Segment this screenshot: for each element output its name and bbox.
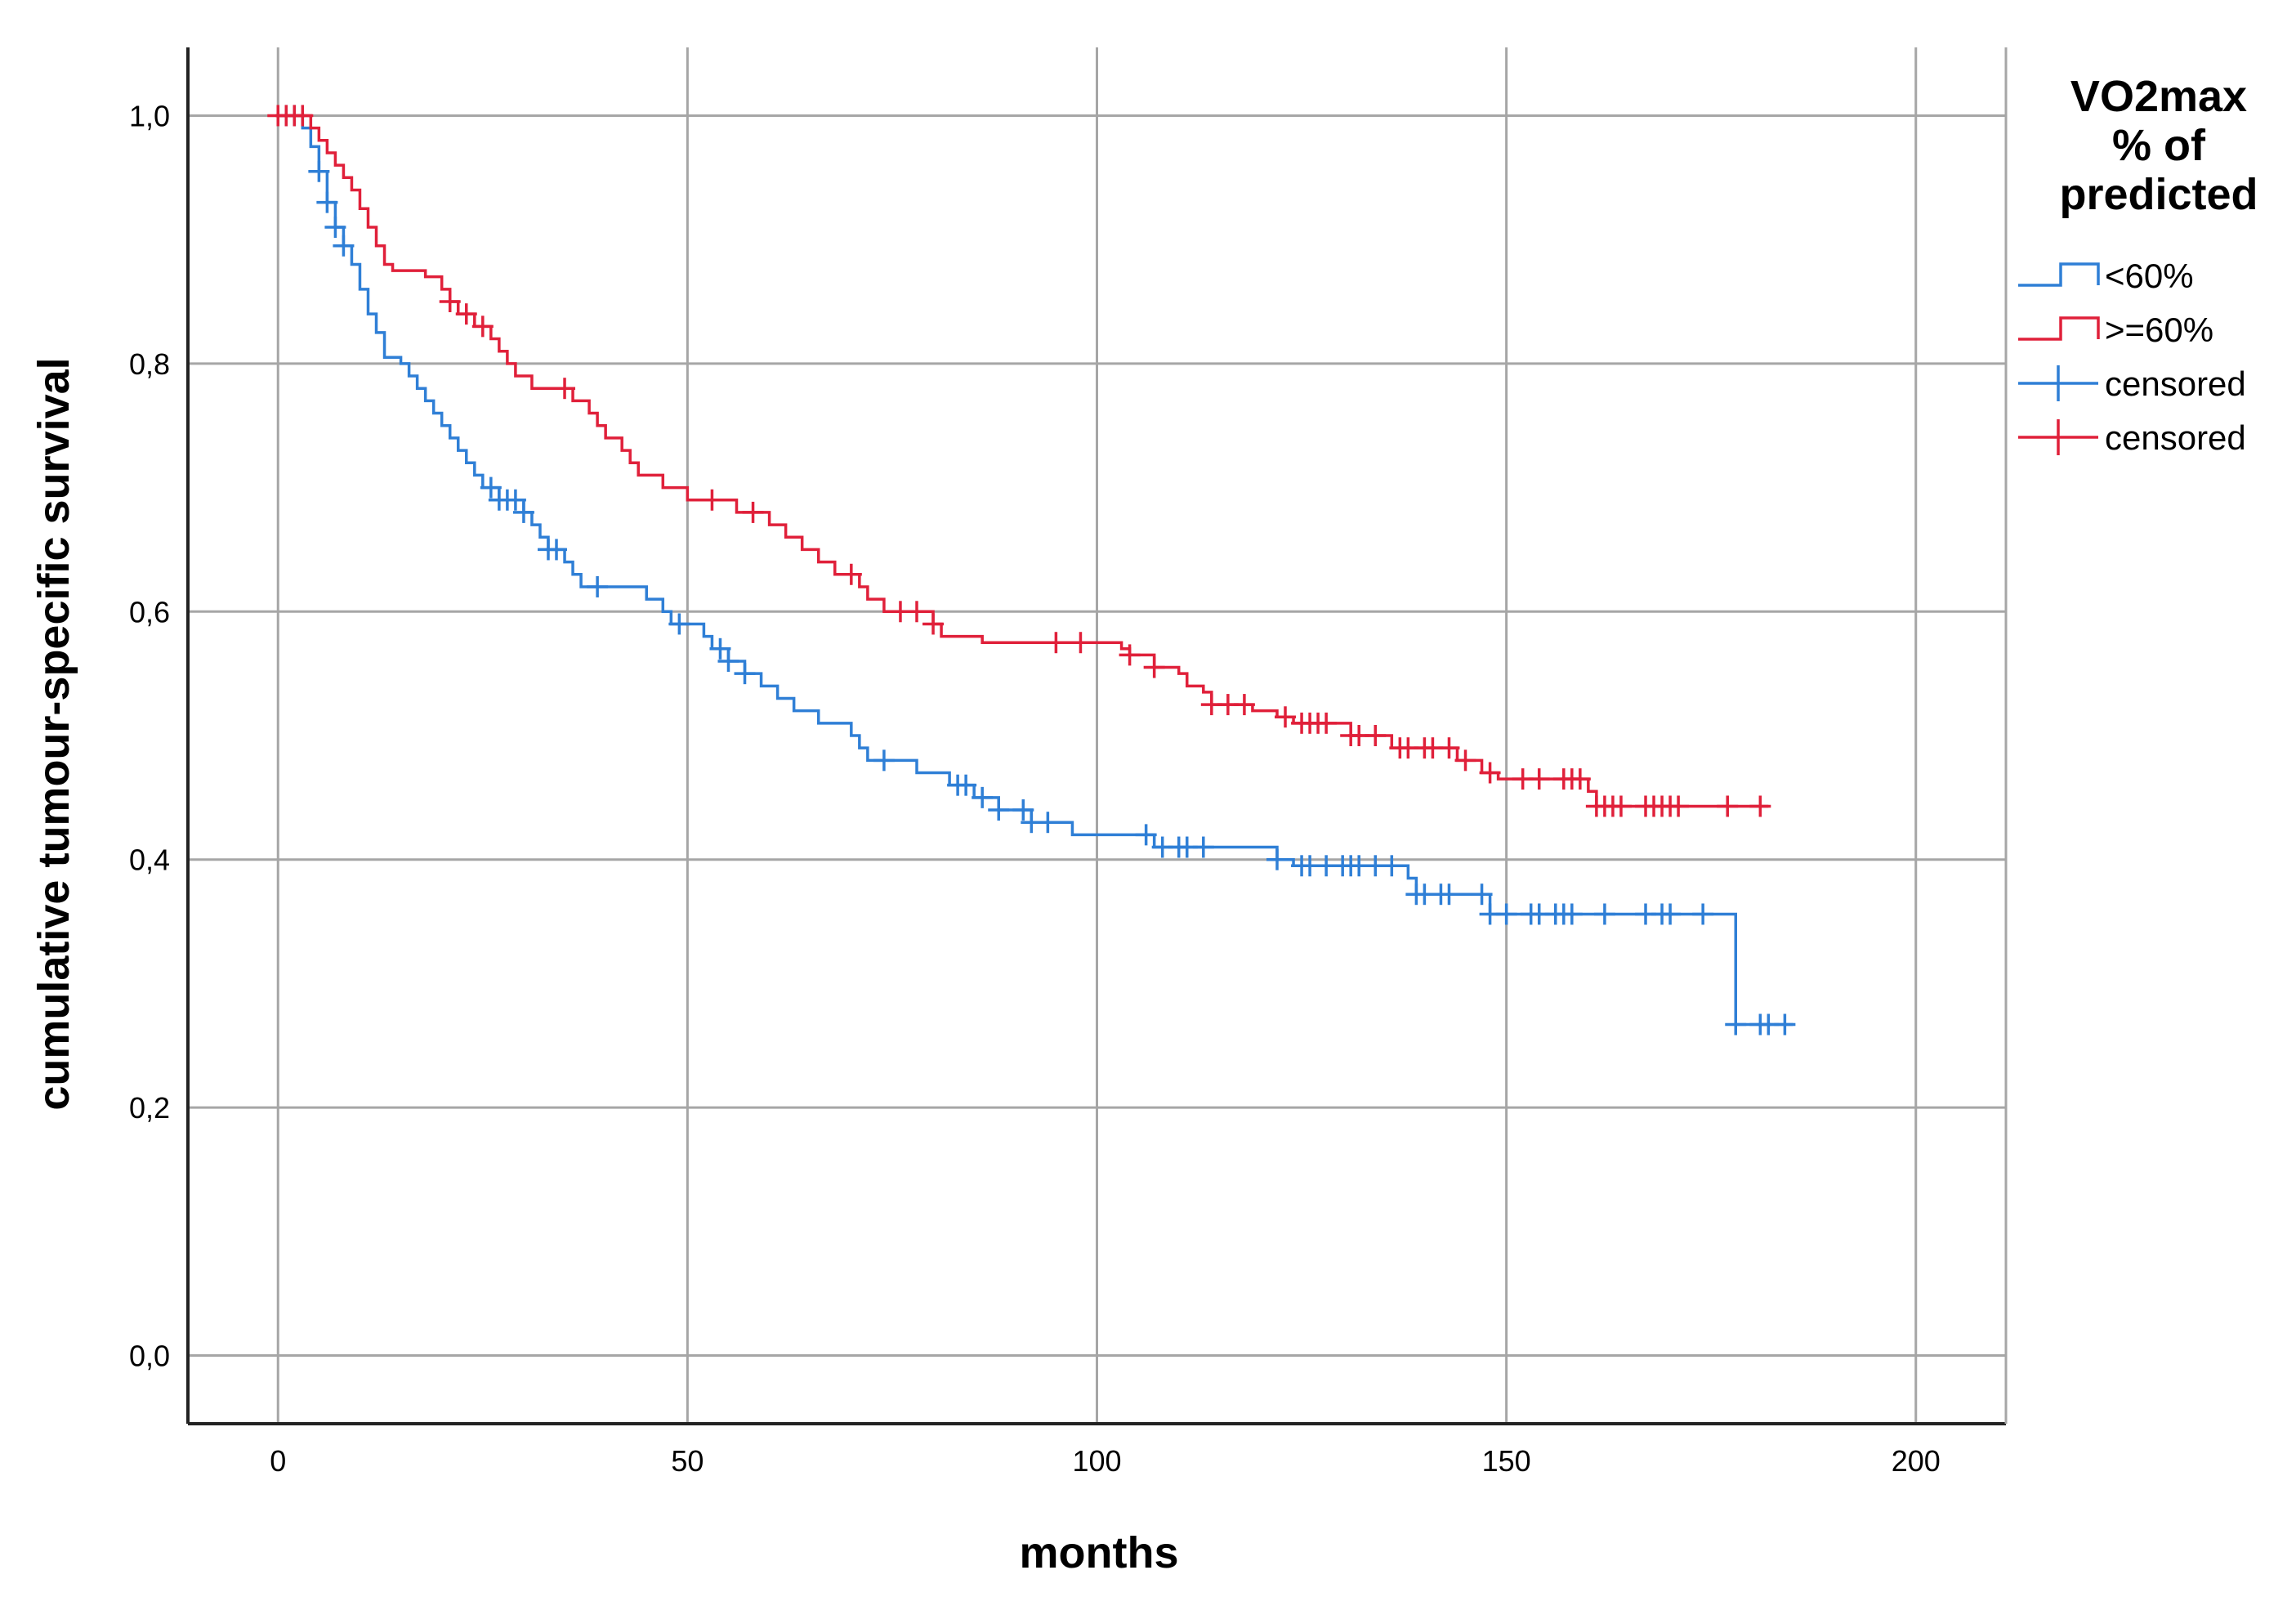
censored-mark: [873, 749, 895, 772]
legend-symbol-1: [2018, 316, 2100, 341]
legend-symbol-2: [2018, 365, 2098, 401]
censored-mark: [455, 303, 477, 325]
censored-mark: [1659, 903, 1682, 925]
censored-mark: [1749, 795, 1771, 817]
censored-mark: [546, 539, 568, 561]
legend-label-low: <60%: [2105, 257, 2194, 295]
censored-mark: [1381, 855, 1403, 877]
censored-mark: [742, 501, 764, 523]
censored-mark: [1135, 824, 1157, 846]
legend-label-censored-low: censored: [2105, 365, 2246, 403]
x-axis-title: months: [1020, 1528, 1179, 1577]
censored-mark: [1275, 706, 1297, 728]
censored-mark: [1365, 725, 1387, 746]
censored-mark: [480, 476, 502, 499]
censored-mark: [1471, 883, 1493, 906]
censored-mark: [1438, 737, 1460, 759]
censored-mark: [1119, 644, 1141, 666]
series-layer: [267, 105, 1796, 1036]
y-tick-labels: 0,0 0,2 0,4 0,6 0,8 1,0: [129, 99, 170, 1372]
censored-mark: [1143, 656, 1165, 678]
legend-label-censored-high: censored: [2105, 418, 2246, 457]
censored-mark: [1045, 632, 1067, 654]
x-tick-label-4: 200: [1892, 1444, 1941, 1478]
censored-mark: [1717, 795, 1739, 817]
x-tick-labels: 0 50 100 150 200: [270, 1444, 1941, 1478]
censored-mark: [906, 601, 928, 623]
legend-symbol-3: [2018, 419, 2098, 455]
censored-mark: [512, 501, 534, 523]
legend-label-high: >=60%: [2105, 311, 2213, 349]
y-axis-title: cumulative tumour-specific survival: [29, 357, 78, 1110]
censored-mark: [1725, 1013, 1747, 1036]
censored-mark: [734, 663, 756, 685]
axes: [186, 47, 2008, 1425]
x-tick-label-3: 150: [1482, 1444, 1531, 1478]
censored-mark: [717, 650, 739, 672]
censored-mark: [1593, 903, 1615, 925]
censored-mark: [587, 575, 609, 597]
censored-mark: [333, 235, 355, 257]
censored-mark: [554, 378, 576, 400]
censored-mark: [1012, 799, 1034, 821]
censored-mark: [1528, 768, 1550, 790]
censored-mark: [922, 613, 945, 635]
series-low: [275, 105, 1796, 1036]
x-tick-label-2: 100: [1072, 1444, 1121, 1478]
censored-mark: [471, 315, 494, 338]
censored-mark: [972, 786, 994, 808]
gridlines: [188, 47, 2006, 1424]
censored-mark: [955, 774, 977, 796]
censored-mark: [1070, 632, 1092, 654]
censored-mark: [1561, 903, 1583, 925]
y-tick-label-2: 0,4: [129, 843, 170, 877]
series-high: [267, 105, 1771, 817]
censored-mark: [292, 105, 314, 127]
x-tick-label-0: 0: [270, 1444, 286, 1478]
censored-mark: [439, 291, 461, 313]
censored-mark: [1479, 762, 1501, 784]
legend-title-line-1: VO2max: [2070, 72, 2247, 121]
y-tick-label-4: 0,8: [129, 347, 170, 381]
censored-mark: [1692, 903, 1714, 925]
censored-mark: [1266, 848, 1288, 870]
legend-title-line-2: % of: [2112, 121, 2206, 170]
legend-symbol-0: [2018, 262, 2100, 287]
censored-mark: [316, 191, 338, 213]
censored-mark: [1316, 712, 1338, 734]
censored-mark: [988, 799, 1010, 821]
legend-title-line-3: predicted: [2059, 170, 2258, 219]
x-tick-label-1: 50: [671, 1444, 704, 1478]
y-tick-label-1: 0,2: [129, 1091, 170, 1125]
censored-mark: [308, 160, 330, 182]
censored-mark: [1454, 749, 1476, 772]
censored-mark: [1037, 812, 1059, 834]
y-tick-label-3: 0,6: [129, 595, 170, 629]
censored-mark: [1610, 795, 1632, 817]
legend: VO2max % of predicted <60% >=60% censore…: [2018, 72, 2258, 457]
y-tick-label-0: 0,0: [129, 1340, 170, 1373]
censored-mark: [1233, 694, 1255, 716]
censored-mark: [1668, 795, 1690, 817]
censored-mark: [324, 216, 346, 238]
censored-mark: [1438, 883, 1460, 906]
censored-mark: [1192, 836, 1214, 858]
censored-mark: [1569, 768, 1591, 790]
censored-mark: [1495, 903, 1517, 925]
censored-mark: [840, 563, 862, 585]
censored-mark: [701, 489, 723, 511]
censored-mark: [1774, 1013, 1796, 1036]
censored-mark: [668, 613, 690, 635]
censored-mark: [504, 489, 526, 511]
y-tick-label-5: 1,0: [129, 99, 170, 132]
legend-symbols: [2018, 262, 2100, 455]
censored-mark: [709, 637, 731, 660]
